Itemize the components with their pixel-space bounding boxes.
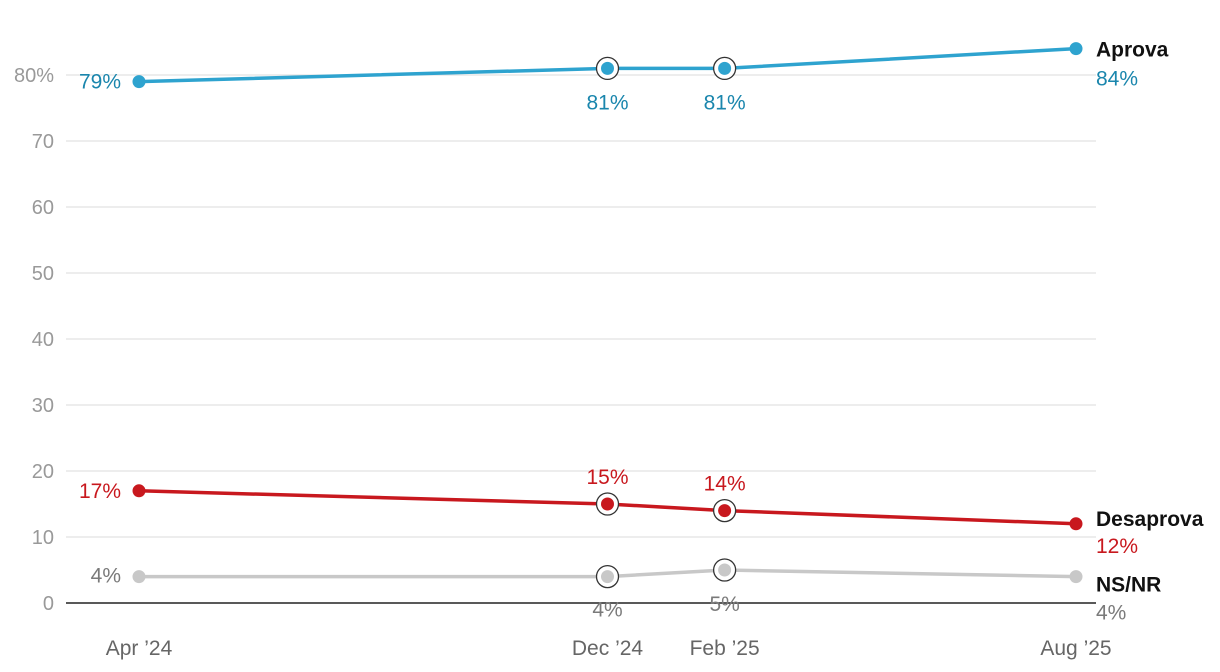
y-tick-label: 50: [32, 263, 54, 285]
series-name-desaprova: Desaprova: [1096, 508, 1204, 531]
data-point-aprova: [601, 61, 614, 75]
gridlines: [66, 74, 1096, 538]
data-point-desaprova: [1069, 517, 1083, 531]
data-point-ns-nr: [601, 570, 614, 584]
x-tick-label: Dec ’24: [572, 637, 644, 660]
data-label-desaprova: 12%: [1096, 535, 1138, 558]
series-name-ns-nr: NS/NR: [1096, 574, 1161, 597]
series-points: [132, 42, 1083, 589]
x-tick-label: Feb ’25: [690, 637, 760, 660]
data-label-aprova: 81%: [586, 91, 628, 114]
data-label-ns-nr: 4%: [592, 599, 622, 622]
series-names: Aprova Desaprova NS/NR: [1096, 39, 1204, 597]
data-label-desaprova: 14%: [704, 473, 746, 496]
data-label-aprova: 79%: [79, 71, 121, 94]
data-label-ns-nr: 5%: [709, 593, 739, 616]
data-point-ns-nr: [718, 563, 732, 577]
y-tick-label: 30: [32, 395, 54, 417]
data-point-ns-nr: [1069, 570, 1083, 584]
y-axis-ticks: 0 10 20 30 40 50 60 70 80%: [14, 65, 54, 615]
data-label-aprova: 81%: [704, 91, 746, 114]
data-point-desaprova: [718, 504, 732, 518]
x-axis-ticks: Apr ’24 Dec ’24 Feb ’25 Aug ’25: [106, 637, 1112, 660]
data-label-ns-nr: 4%: [91, 565, 121, 588]
series-name-aprova: Aprova: [1096, 39, 1169, 62]
y-tick-label: 0: [43, 593, 54, 615]
data-label-aprova: 84%: [1096, 68, 1138, 91]
data-point-desaprova: [132, 484, 146, 498]
x-tick-label: Aug ’25: [1040, 637, 1111, 660]
data-point-aprova: [1069, 42, 1083, 56]
y-tick-label: 60: [32, 197, 54, 219]
data-point-desaprova: [601, 497, 614, 511]
data-point-aprova: [718, 61, 732, 75]
series-lines: [137, 46, 1078, 579]
y-tick-label: 40: [32, 329, 54, 351]
series-line-aprova: [137, 46, 1078, 84]
y-tick-label: 80%: [14, 65, 54, 87]
data-label-desaprova: 17%: [79, 480, 121, 503]
y-tick-label: 10: [32, 527, 54, 549]
data-label-desaprova: 15%: [586, 466, 628, 489]
y-tick-label: 70: [32, 131, 54, 153]
data-point-aprova: [132, 75, 146, 89]
data-label-ns-nr: 4%: [1096, 602, 1126, 625]
data-point-ns-nr: [132, 570, 146, 584]
series-line-desaprova: [137, 489, 1078, 526]
series-line-ns-nr: [137, 568, 1078, 579]
y-tick-label: 20: [32, 461, 54, 483]
data-labels: 79% 81% 81% 84% 17% 15% 14% 12% 4% 4% 5% 4%: [79, 68, 1138, 625]
x-tick-label: Apr ’24: [106, 637, 173, 660]
